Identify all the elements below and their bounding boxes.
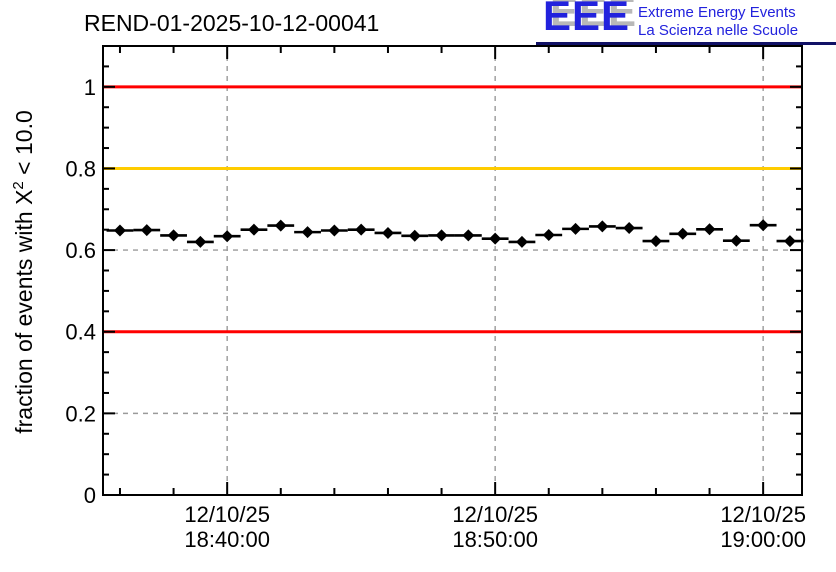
y-tick-label: 0.6 [65, 238, 96, 263]
data-point [783, 235, 796, 248]
y-tick-label: 1 [84, 75, 96, 100]
plot-title: REND-01-2025-10-12-00041 [84, 10, 380, 36]
x-tick-label: 12/10/25 19:00:00 [720, 502, 806, 552]
x-tick-label: 12/10/25 18:50:00 [452, 502, 538, 552]
y-tick-label: 0 [84, 483, 96, 508]
data-point [542, 228, 555, 241]
data-point [113, 224, 126, 237]
plot-frame [102, 45, 803, 496]
data-point [623, 222, 636, 235]
data-point [221, 230, 234, 243]
data-point [462, 229, 475, 242]
y-tick-label: 0.8 [65, 156, 96, 181]
data-point [274, 219, 287, 232]
data-point [140, 224, 153, 237]
data-point [381, 226, 394, 239]
data-point [649, 235, 662, 248]
eee-logo-text: Extreme Energy Events La Scienza nelle S… [638, 4, 798, 40]
x-tick-label: 12/10/25 18:40:00 [184, 502, 270, 552]
data-point [730, 234, 743, 247]
eee-logo-line1: Extreme Energy Events [638, 4, 796, 21]
eee-logo-line2: La Scienza nelle Scuole [638, 22, 799, 39]
data-point [194, 235, 207, 248]
eee-logo: EEE Extreme Energy Events La Scienza nel… [536, 0, 836, 46]
data-point [328, 224, 341, 237]
eee-logo-underline [536, 42, 836, 45]
y-tick-label: 0.4 [65, 320, 96, 345]
eee-logo-acronym: EEE [543, 0, 631, 39]
data-point [703, 223, 716, 236]
data-point [596, 220, 609, 233]
data-point [489, 232, 502, 245]
data-point [167, 229, 180, 242]
data-point [676, 227, 689, 240]
data-point [355, 223, 368, 236]
data-point [301, 226, 314, 239]
y-tick-label: 0.2 [65, 401, 96, 426]
data-point [247, 223, 260, 236]
data-point [408, 229, 421, 242]
data-point [569, 222, 582, 235]
data-point [757, 219, 770, 232]
data-point [435, 229, 448, 242]
data-point [515, 235, 528, 248]
